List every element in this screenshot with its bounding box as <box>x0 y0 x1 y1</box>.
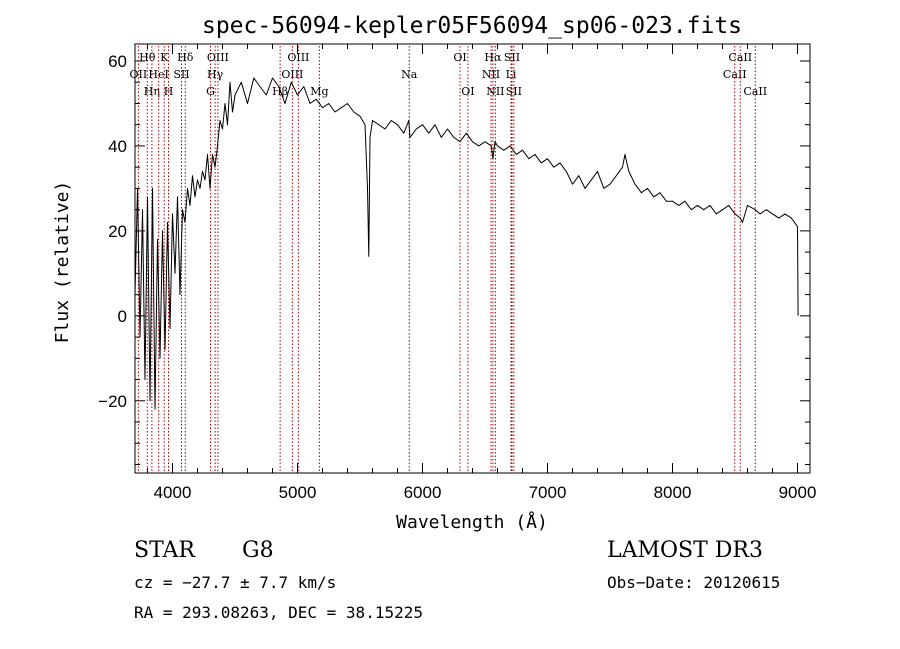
line-marker-label: OIII <box>207 51 229 64</box>
line-marker-label: Hθ <box>139 51 156 64</box>
line-marker-label: Hδ <box>177 51 194 64</box>
line-marker-label: HeI <box>148 68 168 81</box>
line-marker-label: OIII <box>281 68 303 81</box>
survey-name: LAMOST DR3 <box>607 538 763 563</box>
line-marker-label: CaII <box>728 51 752 64</box>
plot-frame <box>134 43 811 474</box>
line-marker-label: K <box>160 51 169 64</box>
line-marker-label: SII <box>506 85 522 98</box>
line-marker-label: Hα <box>484 51 502 64</box>
observation-date: Obs−Date: 20120615 <box>607 573 781 592</box>
x-tick-label: 6000 <box>404 483 442 502</box>
line-marker-label: Mg <box>310 85 328 98</box>
y-tick-label: 40 <box>108 137 127 156</box>
line-marker-label: Hη <box>144 85 160 98</box>
coordinates: RA = 293.08263, DEC = 38.15225 <box>134 603 423 622</box>
line-marker-label: SII <box>504 51 520 64</box>
x-tick-label: 5000 <box>279 483 317 502</box>
line-marker-label: OIII <box>287 51 309 64</box>
x-axis-label: Wavelength (Å) <box>396 511 548 533</box>
line-marker-label: SII <box>173 68 189 81</box>
line-marker-label: CaII <box>743 85 767 98</box>
flux-line <box>134 77 799 410</box>
y-tick-label: 0 <box>118 307 127 326</box>
x-tick-label: 9000 <box>779 483 817 502</box>
y-tick-label: 20 <box>108 222 127 241</box>
line-markers: OIIHθHηHeIKHSIIHδGHγOIIIHβOIIIOIIIMgNaOI… <box>130 46 767 473</box>
subclass: G8 <box>242 538 274 563</box>
line-marker-label: Hγ <box>207 68 224 81</box>
line-marker-label: NII <box>486 85 504 98</box>
line-marker-label: H <box>164 85 174 98</box>
flux-series <box>134 77 799 410</box>
x-tick-label: 8000 <box>654 483 692 502</box>
y-axis-label: Flux (relative) <box>52 181 73 344</box>
line-marker-label: CaII <box>723 68 747 81</box>
line-marker-label: Na <box>401 68 418 81</box>
object-class: STAR <box>134 538 195 563</box>
chart-title: spec-56094-kepler05F56094_sp06-023.fits <box>202 13 742 39</box>
redshift-velocity: cz = −27.7 ± 7.7 km/s <box>134 573 337 592</box>
x-tick-label: 7000 <box>529 483 567 502</box>
line-marker-label: G <box>206 85 215 98</box>
line-marker-label: Li <box>506 68 517 81</box>
y-tick-label: −20 <box>98 392 127 411</box>
line-marker-label: OI <box>453 51 466 64</box>
axis-ticks: 4000 5000 6000 7000 8000 9000 −20 0 20 40 60 <box>98 44 816 502</box>
line-marker-label: OII <box>130 68 148 81</box>
y-tick-label: 60 <box>108 52 127 71</box>
x-tick-label: 4000 <box>154 483 192 502</box>
line-marker-label: NII <box>482 68 500 81</box>
line-marker-label: OI <box>461 85 474 98</box>
